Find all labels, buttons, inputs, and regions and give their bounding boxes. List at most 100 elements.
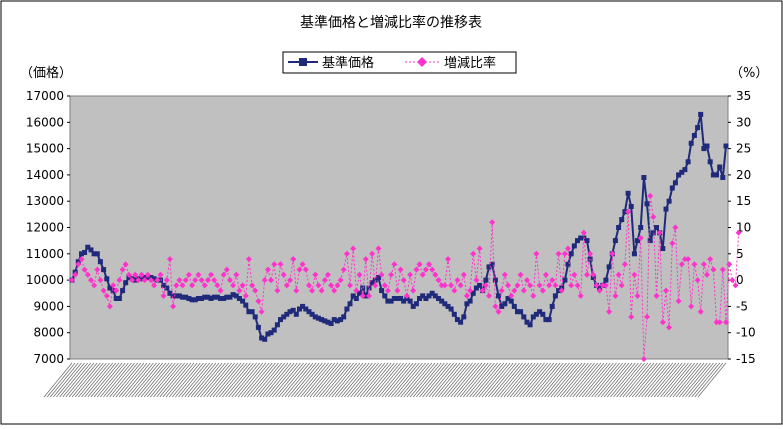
price-point (347, 301, 353, 307)
rate-point (647, 192, 654, 199)
x-tick-label (81, 362, 110, 398)
rate-point (125, 271, 132, 278)
legend-price-marker (299, 58, 307, 66)
price-point (672, 180, 678, 186)
price-point (192, 297, 198, 303)
price-point (306, 309, 312, 315)
price-point (173, 293, 179, 299)
legend-rate-label: 増減比率 (444, 55, 496, 71)
rate-point (274, 287, 281, 294)
x-tick-label (519, 362, 548, 398)
rate-point (495, 308, 502, 315)
x-tick-label (409, 362, 439, 398)
rate-point (347, 282, 353, 289)
price-point (710, 172, 716, 178)
rate-point (400, 277, 407, 284)
price-point (458, 319, 464, 325)
rate-point (233, 271, 240, 278)
rate-point (166, 256, 173, 263)
price-point (401, 298, 407, 304)
rate-point (729, 277, 736, 284)
x-tick-label (566, 362, 595, 398)
x-tick-label (228, 362, 257, 398)
price-point (508, 298, 514, 304)
x-tick-label (397, 362, 426, 398)
x-tick-label (362, 362, 392, 398)
x-tick-label (528, 362, 558, 398)
series-price (69, 111, 729, 342)
rate-point (403, 292, 410, 299)
price-point (376, 275, 381, 280)
price-point (214, 294, 220, 300)
x-tick-label (137, 362, 167, 398)
rate-point (441, 282, 448, 289)
x-tick-label (331, 362, 361, 398)
x-tick-label (115, 362, 145, 398)
rate-point (625, 208, 632, 215)
price-point (575, 238, 580, 244)
x-tick-label (240, 362, 270, 398)
x-tick-label (184, 362, 214, 398)
x-tick-label (575, 362, 605, 398)
rate-point (214, 282, 221, 289)
series-rate (69, 192, 742, 362)
x-tick-label (247, 362, 276, 398)
price-point (445, 303, 451, 309)
x-tick-label (262, 362, 292, 398)
x-tick-label (466, 362, 495, 398)
price-point (439, 298, 445, 304)
rate-point (328, 282, 335, 289)
price-point (464, 301, 470, 307)
rate-point (533, 250, 540, 257)
price-point (227, 294, 233, 300)
rate-point (536, 282, 543, 289)
x-tick-label (506, 362, 536, 398)
rate-point (141, 277, 148, 284)
rate-point (185, 271, 192, 278)
rate-point (362, 256, 369, 263)
price-point (208, 296, 214, 301)
y-axis-left-ticks: 17000 16000 15000 14000 13000 12000 11000 10000… (26, 89, 70, 366)
price-point (353, 296, 359, 301)
price-point (224, 294, 230, 300)
rate-point (189, 282, 196, 289)
rate-point (451, 287, 458, 294)
rate-point (612, 292, 619, 299)
rate-point (340, 266, 347, 273)
x-tick-label (265, 362, 295, 398)
x-tick-label (150, 362, 179, 398)
x-tick-label (297, 362, 326, 398)
x-tick-label (613, 362, 642, 398)
y-left-tick-label: 15000 (26, 142, 64, 156)
price-point (303, 306, 309, 312)
x-tick-label (525, 362, 555, 398)
x-tick-label (159, 362, 189, 398)
price-point (477, 282, 483, 288)
x-tick-label (250, 362, 279, 398)
x-tick-label (341, 362, 370, 398)
price-point (255, 324, 261, 330)
rate-point (223, 266, 230, 273)
rate-point (372, 282, 379, 289)
price-point (524, 319, 530, 325)
rate-point (97, 277, 104, 284)
price-point (631, 251, 637, 257)
x-tick-label (306, 362, 336, 398)
rate-point (198, 277, 205, 284)
price-point (635, 238, 640, 244)
x-tick-label (581, 362, 611, 398)
price-point (202, 294, 208, 300)
price-point (496, 293, 501, 299)
x-tick-label (666, 362, 695, 398)
x-tick-label (112, 362, 142, 398)
x-tick-label (616, 362, 645, 398)
price-point (104, 276, 110, 282)
rate-point (78, 256, 85, 263)
x-tick-label (682, 362, 711, 398)
price-point (502, 301, 508, 307)
price-point (240, 298, 246, 304)
price-point (638, 225, 644, 230)
rate-point (220, 271, 227, 278)
rate-point (252, 287, 259, 294)
price-point (139, 276, 144, 282)
